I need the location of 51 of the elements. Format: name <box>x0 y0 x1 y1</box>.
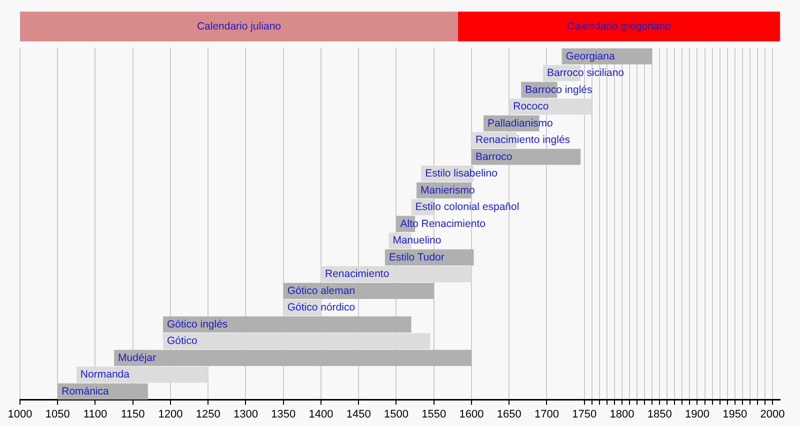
x-tick-label: 2000 <box>760 408 785 420</box>
x-tick-label: 1250 <box>196 408 220 420</box>
bar <box>76 366 208 383</box>
category-label: Normanda <box>80 368 130 381</box>
x-tick-label: 1350 <box>271 408 296 420</box>
x-tick-label: 1000 <box>8 408 32 420</box>
x-tick-label: 1700 <box>534 408 559 420</box>
x-tick-label: 1850 <box>647 408 672 420</box>
category-label: Palladianismo <box>488 117 553 130</box>
category-label: Barroco inglés <box>525 84 592 96</box>
bar <box>162 333 430 350</box>
category-label: Manierismo <box>420 184 475 196</box>
category-label: Barroco siciliano <box>546 67 624 80</box>
category-label: Gótico inglés <box>166 318 228 330</box>
bar <box>320 266 472 282</box>
x-tick-label: 1600 <box>459 408 484 420</box>
category-label: Barroco <box>475 150 512 163</box>
category-label: Gótico nórdico <box>287 302 356 314</box>
category-label: Manuelino <box>392 234 442 247</box>
series-label: Calendario gregoriano <box>567 20 672 32</box>
category-label: Románica <box>62 385 109 398</box>
bar <box>162 316 412 332</box>
x-tick-label: 1800 <box>610 408 634 420</box>
x-tick-label: 1500 <box>384 408 408 420</box>
x-tick-label: 1750 <box>572 408 597 420</box>
x-tick-label: 1450 <box>346 408 371 420</box>
category-label: Mudéjar <box>118 352 156 364</box>
x-tick-label: 1400 <box>308 408 334 420</box>
bar <box>114 350 472 366</box>
category-label: Estilo colonial español <box>415 201 520 214</box>
category-label: Renacimiento inglés <box>475 134 570 146</box>
x-tick-label: 1550 <box>422 408 446 420</box>
category-label: Estilo lisabelino <box>425 168 498 180</box>
category-label: Gótico aleman <box>287 284 356 297</box>
x-tick-label: 1200 <box>158 408 183 420</box>
category-label: Georgiana <box>566 50 615 62</box>
x-tick-label: 1950 <box>722 408 748 420</box>
x-tick-label: 1150 <box>121 408 145 420</box>
category-label: Gótico <box>166 335 198 348</box>
bar <box>471 148 581 165</box>
category-label: Alto Renacimiento <box>400 218 486 230</box>
bar <box>509 98 592 115</box>
x-tick-label: 1650 <box>496 408 522 420</box>
category-label: Rococo <box>513 100 549 113</box>
series-label: Calendario juliano <box>196 20 282 32</box>
x-tick-label: 1100 <box>83 408 108 420</box>
category-label: Estilo Tudor <box>388 251 444 264</box>
x-tick-label: 1300 <box>234 408 258 420</box>
x-tick-label: 1050 <box>45 408 70 420</box>
x-tick-label: 1900 <box>684 408 710 420</box>
category-label: Renacimiento <box>324 268 390 280</box>
